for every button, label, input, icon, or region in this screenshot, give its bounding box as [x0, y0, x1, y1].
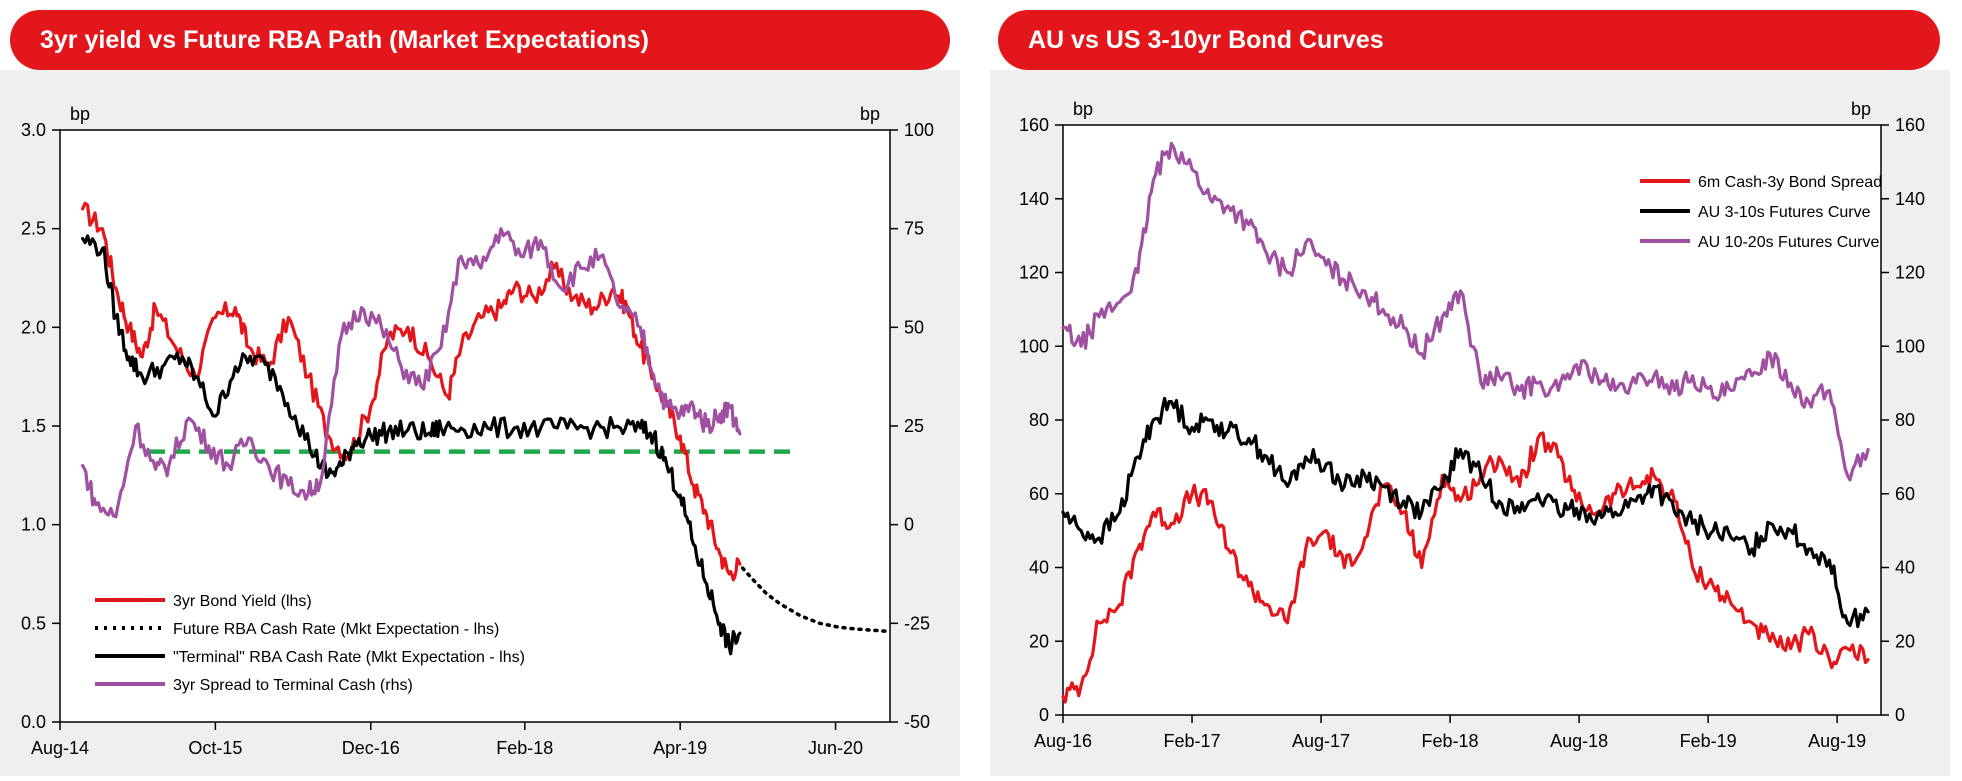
- left-y-tick-label: 40: [1029, 558, 1049, 578]
- right-y-tick-label: -25: [904, 613, 930, 633]
- right-axis-unit: bp: [860, 104, 880, 124]
- left-axis-unit: bp: [70, 104, 90, 124]
- legend-label-3: AU 10-20s Futures Curve: [1698, 234, 1880, 251]
- x-axis-tick-label: Feb-18: [496, 738, 553, 758]
- right-y-tick-label: 80: [1895, 410, 1915, 430]
- left-chart-panel: 3yr yield vs Future RBA Path (Market Exp…: [0, 0, 960, 776]
- series-line-3: [1061, 141, 1870, 482]
- legend-label-2: Future RBA Cash Rate (Mkt Expectation - …: [173, 621, 499, 638]
- right-y-tick-label: 120: [1895, 263, 1925, 283]
- left-chart-header: 3yr yield vs Future RBA Path (Market Exp…: [10, 10, 950, 70]
- left-y-tick-label: 3.0: [21, 120, 46, 140]
- x-axis-tick-label: Feb-17: [1163, 731, 1220, 751]
- right-y-tick-label: 140: [1895, 189, 1925, 209]
- series-line-4: [80, 227, 742, 519]
- left-y-tick-label: 120: [1019, 263, 1049, 283]
- x-axis-tick-label: Feb-19: [1680, 731, 1737, 751]
- right-y-tick-label: 0: [904, 515, 914, 535]
- series-line-2: [740, 566, 888, 633]
- right-y-tick-label: 20: [1895, 631, 1915, 651]
- legend-label-1: 3yr Bond Yield (lhs): [173, 593, 312, 610]
- legend-label-3: "Terminal" RBA Cash Rate (Mkt Expectatio…: [173, 649, 525, 666]
- x-axis-tick-label: Jun-20: [808, 738, 863, 758]
- x-axis-tick-label: Aug-14: [31, 738, 89, 758]
- left-y-tick-label: 60: [1029, 484, 1049, 504]
- legend-label-4: 3yr Spread to Terminal Cash (rhs): [173, 677, 413, 694]
- left-y-tick-label: 160: [1019, 115, 1049, 135]
- legend-label-1: 6m Cash-3y Bond Spread: [1698, 174, 1882, 191]
- x-axis-tick-label: Feb-18: [1422, 731, 1479, 751]
- legend-label-2: AU 3-10s Futures Curve: [1698, 204, 1871, 221]
- left-chart-area: 0.0 0.5 1.0 1.5 2.0 2.5 3.0 -50 -25 0 25 50 75 100 Aug…: [0, 70, 960, 776]
- right-y-tick-label: 160: [1895, 115, 1925, 135]
- series-line-1: [1061, 431, 1870, 704]
- right-y-tick-label: 40: [1895, 558, 1915, 578]
- left-y-tick-label: 100: [1019, 336, 1049, 356]
- right-chart-header: AU vs US 3-10yr Bond Curves: [998, 10, 1940, 70]
- left-y-tick-label: 0.0: [21, 712, 46, 732]
- right-y-tick-label: 50: [904, 317, 924, 337]
- right-y-tick-label: -50: [904, 712, 930, 732]
- x-axis-tick-label: Aug-16: [1034, 731, 1092, 751]
- left-chart-svg: 0.0 0.5 1.0 1.5 2.0 2.5 3.0 -50 -25 0 25 50 75 100 Aug…: [21, 104, 934, 758]
- left-y-tick-label: 2.5: [21, 219, 46, 239]
- right-chart-svg: 0 20 40 60 80 100 120 140 160 0 20 40 60 80 100 120 140 1…: [1019, 99, 1925, 751]
- left-y-tick-label: 1.5: [21, 416, 46, 436]
- left-y-tick-label: 80: [1029, 410, 1049, 430]
- right-y-tick-label: 0: [1895, 705, 1905, 725]
- right-y-tick-label: 100: [904, 120, 934, 140]
- series-line-2: [1061, 396, 1870, 629]
- right-chart-area: 0 20 40 60 80 100 120 140 160 0 20 40 60 80 100 120 140 1…: [990, 70, 1950, 776]
- left-axis-unit: bp: [1073, 99, 1093, 119]
- right-y-tick-label: 60: [1895, 484, 1915, 504]
- left-y-tick-label: 1.0: [21, 515, 46, 535]
- left-y-tick-label: 2.0: [21, 317, 46, 337]
- left-y-tick-label: 20: [1029, 631, 1049, 651]
- left-y-tick-label: 140: [1019, 189, 1049, 209]
- left-y-tick-label: 0.5: [21, 613, 46, 633]
- right-y-tick-label: 75: [904, 219, 924, 239]
- x-axis-tick-label: Oct-15: [188, 738, 242, 758]
- right-y-tick-label: 100: [1895, 336, 1925, 356]
- x-axis-tick-label: Aug-18: [1550, 731, 1608, 751]
- x-axis-tick-label: Aug-19: [1808, 731, 1866, 751]
- left-y-tick-label: 0: [1039, 705, 1049, 725]
- x-axis-tick-label: Apr-19: [653, 738, 707, 758]
- right-y-tick-label: 25: [904, 416, 924, 436]
- x-axis-tick-label: Dec-16: [342, 738, 400, 758]
- right-chart-panel: AU vs US 3-10yr Bond Curves 0 20 40 60 80 100…: [990, 0, 1950, 776]
- x-axis-tick-label: Aug-17: [1292, 731, 1350, 751]
- series-line-3: [80, 234, 742, 656]
- right-axis-unit: bp: [1851, 99, 1871, 119]
